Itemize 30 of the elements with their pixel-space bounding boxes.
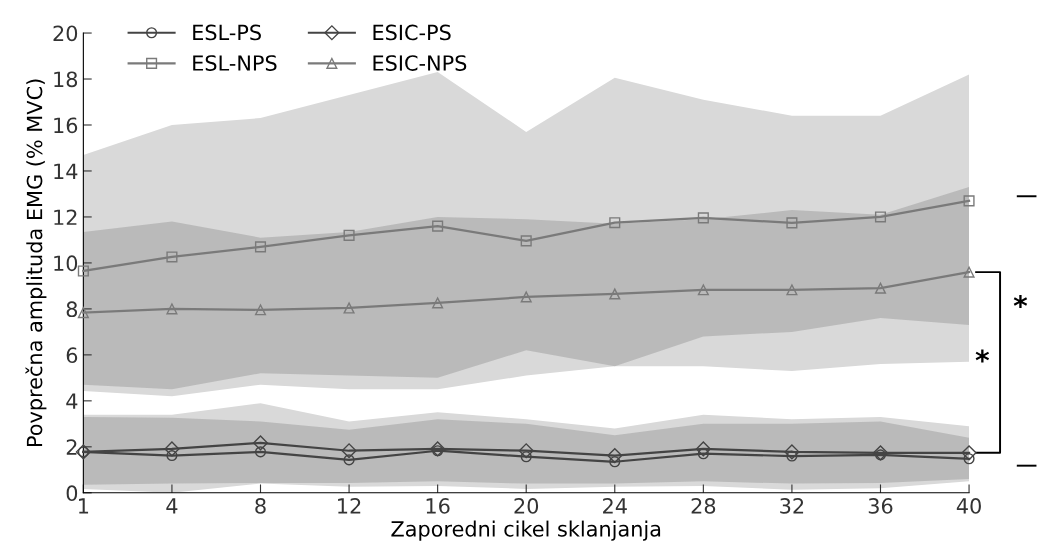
x-tick-label: 28 <box>691 498 716 514</box>
x-tick-label: 32 <box>780 498 804 514</box>
legend-label: ESL-NPS <box>193 55 277 71</box>
y-tick-label: 10 <box>54 255 78 272</box>
legend-label: ESIC-NPS <box>373 55 467 71</box>
text: * <box>975 349 990 363</box>
x-tick-label: 24 <box>603 498 627 514</box>
legend-label: ESL-PS <box>193 24 261 41</box>
y-tick-label: 18 <box>54 71 78 88</box>
y-axis-title: Povprečna amplituda EMG (% MVC) <box>25 79 47 447</box>
y-tick-label: 4 <box>66 393 78 409</box>
y-tick-label: 8 <box>66 301 78 318</box>
x-tick-label: 1 <box>79 498 89 514</box>
x-tick-label: 4 <box>166 498 178 514</box>
x-tick-label: 36 <box>868 498 893 514</box>
y-tick-label: 16 <box>54 117 78 134</box>
x-axis-title: Zaporedni cikel sklanjanja <box>391 520 661 541</box>
y-tick-label: 6 <box>66 347 78 364</box>
x-tick-label: 12 <box>338 498 361 514</box>
y-tick-label: 20 <box>53 25 78 42</box>
x-tick-label: 20 <box>514 498 539 514</box>
legend-label: ESIC-PS <box>373 24 451 41</box>
x-tick-label: 8 <box>255 498 266 514</box>
x-tick-label: 16 <box>426 498 450 514</box>
text: * <box>1013 295 1028 308</box>
y-tick-label: 2 <box>66 439 77 455</box>
y-tick-label: 0 <box>66 485 78 502</box>
y-tick-label: 12 <box>54 209 77 225</box>
y-tick-label: 14 <box>54 163 78 179</box>
x-tick-label: 40 <box>956 498 981 514</box>
